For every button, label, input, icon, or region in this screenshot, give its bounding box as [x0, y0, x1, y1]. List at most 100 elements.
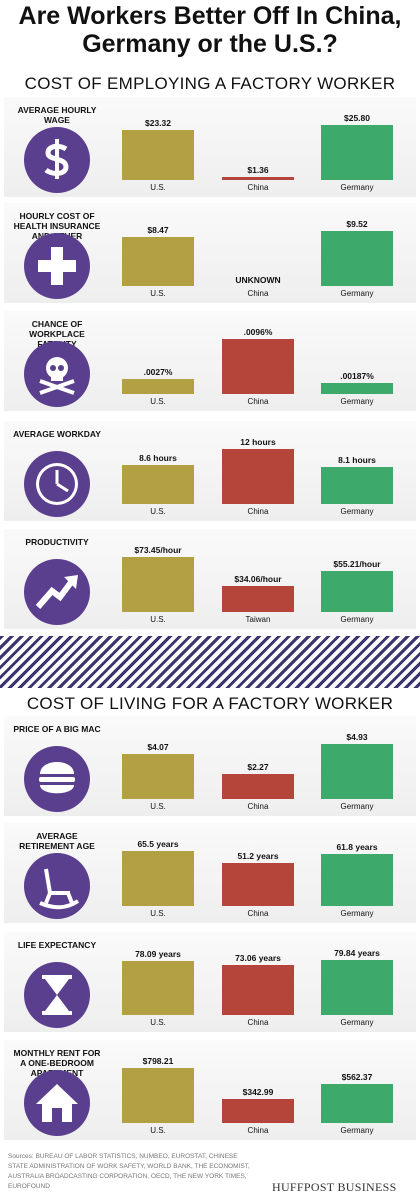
chart-label: AVERAGE HOURLY WAGE — [17, 105, 97, 125]
x-tick-label: U.S. — [150, 909, 166, 918]
icon — [24, 127, 90, 193]
x-tick-label: U.S. — [150, 397, 166, 406]
x-tick-label: U.S. — [150, 615, 166, 624]
x-tick-label: China — [247, 397, 269, 406]
bar — [222, 449, 294, 504]
bar — [122, 237, 194, 286]
icon — [24, 233, 90, 299]
x-tick-label: U.S. — [150, 507, 166, 516]
x-tick-label: Germany — [340, 1018, 374, 1027]
brand: HUFFPOST BUSINESS — [272, 1180, 397, 1194]
value-label: 79.84 years — [334, 948, 380, 958]
value-label: $1.36 — [247, 165, 269, 176]
divider — [0, 636, 420, 688]
x-tick-label: Germany — [340, 802, 374, 811]
chart-panel: MONTHLY RENT FOR A ONE-BEDROOM APARTMENT… — [4, 1040, 416, 1140]
value-label: 8.1 hours — [338, 454, 376, 465]
title: Are Workers Better Off In China, Germany… — [18, 2, 402, 58]
x-tick-label: Germany — [340, 507, 374, 516]
bar — [122, 557, 194, 612]
value-label: $8.47 — [147, 225, 169, 236]
x-tick-label: U.S. — [150, 289, 166, 298]
x-tick-label: Taiwan — [245, 615, 271, 624]
sources: Sources: BUREAU OF LABOR STATISTICS, NUM… — [8, 1153, 250, 1190]
x-tick-label: U.S. — [150, 802, 166, 811]
value-label: .00187% — [340, 371, 374, 382]
bar — [222, 964, 294, 1015]
value-label: 61.8 years — [336, 842, 378, 853]
icon — [24, 127, 90, 193]
x-tick-label: Germany — [340, 615, 374, 624]
x-tick-label: China — [247, 909, 269, 918]
bar — [122, 753, 194, 799]
bar — [122, 464, 194, 504]
bar — [321, 854, 393, 906]
icon — [24, 559, 90, 625]
bar — [321, 125, 393, 180]
bar — [122, 1068, 194, 1123]
bar — [122, 130, 194, 180]
x-tick-label: U.S. — [150, 1018, 166, 1027]
chart-panel: LIFE EXPECTANCY U.S. 78.09 years China 73.06… — [4, 932, 416, 1032]
bar — [321, 383, 393, 394]
bar — [222, 339, 294, 394]
chart-panel: HOURLY COST OF HEALTH INSURANCE AND OTHE… — [4, 203, 416, 303]
icon — [24, 233, 90, 299]
x-tick-label: China — [247, 1018, 269, 1027]
chart-label: PRODUCTIVITY — [25, 537, 89, 547]
chart-label: AVERAGE RETIREMENT AGE — [19, 831, 95, 851]
value-label: $562.37 — [341, 1072, 373, 1083]
value-label: 51.2 years — [237, 851, 279, 861]
chart-panel: PRICE OF A BIG MAC U.S. $4.07 China $2.27 Ger… — [4, 716, 416, 816]
section-heading: COST OF LIVING FOR A FACTORY WORKER — [26, 694, 394, 713]
value-label: $23.32 — [145, 118, 171, 129]
icon — [24, 341, 90, 407]
value-label: 73.06 years — [235, 952, 281, 963]
icon — [24, 746, 90, 812]
x-tick-label: U.S. — [150, 1126, 166, 1135]
value-label: $73.45/hour — [134, 545, 182, 555]
icon — [24, 1070, 90, 1136]
x-tick-label: Germany — [340, 1126, 374, 1135]
value-label: $34.06/hour — [234, 574, 282, 585]
x-tick-label: China — [247, 183, 269, 192]
bar — [122, 961, 194, 1015]
chart-label: LIFE EXPECTANCY — [17, 940, 97, 950]
bar — [222, 863, 294, 906]
icon — [24, 746, 90, 812]
bar — [222, 586, 294, 612]
value-label: $25.80 — [344, 113, 370, 123]
icon — [24, 962, 90, 1028]
chart-panel: CHANCE OF WORKPLACE FATALITYU.S..0027%Ch… — [4, 311, 416, 411]
x-tick-label: China — [247, 507, 269, 516]
bar — [321, 1084, 393, 1123]
bar — [222, 1099, 294, 1123]
chart-label: AVERAGE WORKDAY — [13, 429, 101, 439]
icon — [24, 341, 90, 407]
value-label: .0096% — [243, 327, 273, 337]
chart-panel: AVERAGE RETIREMENT AGE U.S. 65.5 years Chin… — [4, 823, 416, 923]
chart-panel: PRODUCTIVITY U.S. $73.45/hour Taiwan $34.06/… — [4, 529, 416, 629]
x-tick-label: Germany — [340, 289, 374, 298]
bar — [321, 231, 393, 286]
value-label: UNKNOWN — [235, 275, 281, 285]
bar — [222, 773, 294, 799]
bar — [321, 960, 393, 1015]
value-label: 8.6 hours — [139, 452, 177, 463]
x-tick-label: Germany — [340, 909, 374, 918]
x-tick-label: Germany — [340, 183, 374, 192]
section-heading: COST OF EMPLOYING A FACTORY WORKER — [24, 74, 396, 93]
bar — [321, 744, 393, 799]
icon — [24, 853, 90, 919]
x-tick-label: Germany — [340, 397, 374, 406]
icon — [24, 1070, 90, 1136]
bar — [122, 378, 194, 394]
value-label: .0027% — [143, 366, 173, 377]
value-label: $4.07 — [147, 741, 169, 752]
bar — [321, 570, 393, 612]
value-label: $798.21 — [142, 1056, 174, 1066]
bar — [321, 466, 393, 504]
value-label: 78.09 years — [135, 949, 181, 960]
icon — [24, 853, 90, 919]
